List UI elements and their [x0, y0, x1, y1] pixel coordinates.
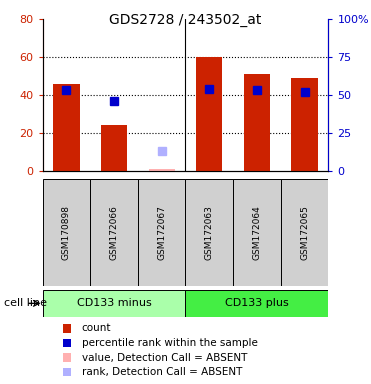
Bar	[281, 179, 328, 286]
Bar	[292, 78, 318, 171]
Bar	[186, 290, 328, 317]
Text: GSM172066: GSM172066	[109, 205, 119, 260]
Text: GSM172063: GSM172063	[205, 205, 214, 260]
Text: CD133 plus: CD133 plus	[225, 298, 289, 308]
Bar	[43, 179, 90, 286]
Text: GSM172067: GSM172067	[157, 205, 166, 260]
Text: GSM172064: GSM172064	[252, 205, 262, 260]
Text: count: count	[82, 323, 111, 333]
Bar	[90, 179, 138, 286]
Bar	[233, 179, 281, 286]
Text: value, Detection Call = ABSENT: value, Detection Call = ABSENT	[82, 353, 247, 362]
Text: percentile rank within the sample: percentile rank within the sample	[82, 338, 257, 348]
Bar	[149, 169, 175, 171]
Bar	[196, 57, 222, 171]
Text: CD133 minus: CD133 minus	[77, 298, 151, 308]
Bar	[186, 179, 233, 286]
Text: GSM170898: GSM170898	[62, 205, 71, 260]
Text: cell line: cell line	[4, 298, 47, 308]
Text: rank, Detection Call = ABSENT: rank, Detection Call = ABSENT	[82, 367, 242, 377]
Bar	[101, 126, 127, 171]
Text: GSM172065: GSM172065	[300, 205, 309, 260]
Bar	[53, 84, 79, 171]
Bar	[43, 290, 186, 317]
Bar	[138, 179, 186, 286]
Text: GDS2728 / 243502_at: GDS2728 / 243502_at	[109, 13, 262, 27]
Bar	[244, 74, 270, 171]
